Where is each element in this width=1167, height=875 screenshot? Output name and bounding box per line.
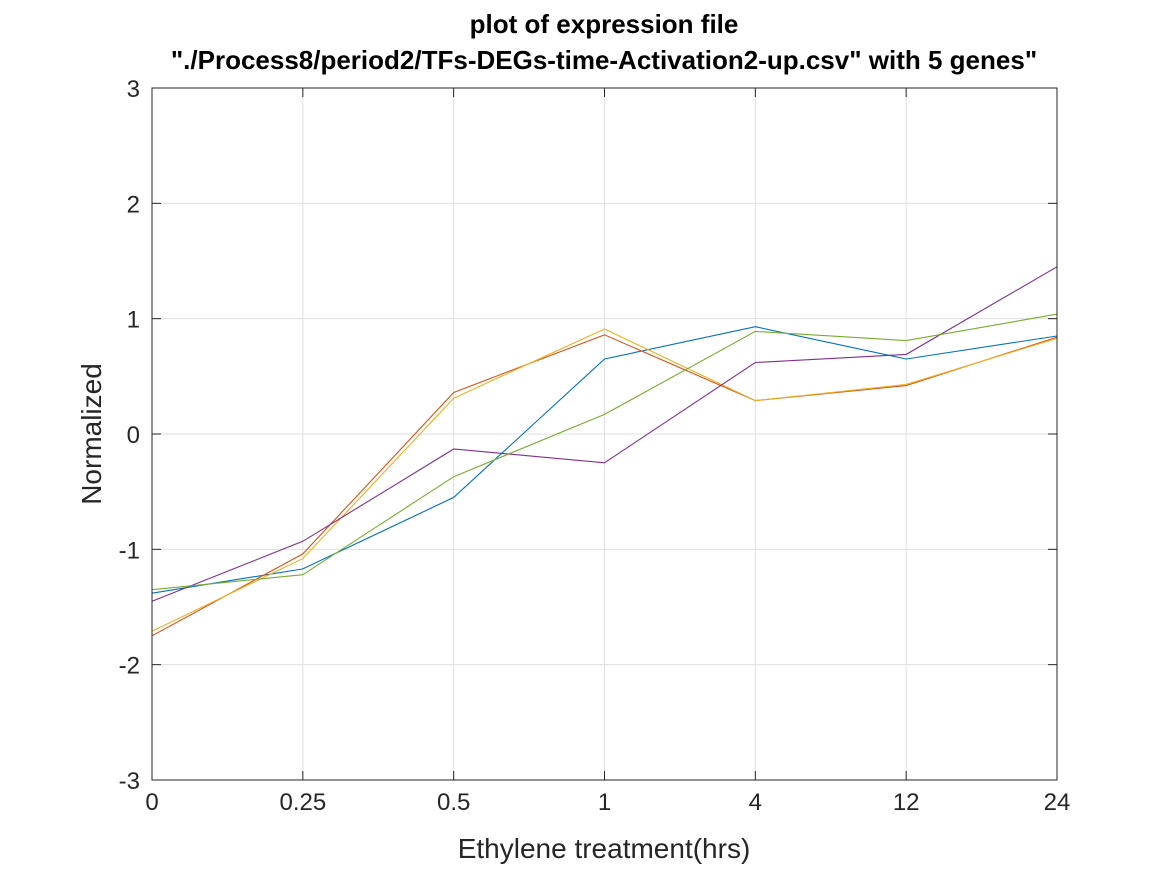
chart-title-line-1: plot of expression file bbox=[470, 9, 739, 39]
y-tick-label: 2 bbox=[127, 191, 140, 218]
x-tick-label: 12 bbox=[893, 789, 920, 816]
y-tick-label: 3 bbox=[127, 76, 140, 103]
y-tick-label: -2 bbox=[119, 653, 140, 680]
x-tick-label: 0.5 bbox=[437, 789, 470, 816]
series-line-4 bbox=[151, 266, 1058, 602]
chart-title-line-2: "./Process8/period2/TFs-DEGs-time-Activa… bbox=[171, 45, 1037, 75]
x-tick-label: 1 bbox=[598, 789, 611, 816]
series-line-1 bbox=[151, 326, 1058, 594]
series-line-5 bbox=[151, 313, 1058, 591]
x-tick-label: 4 bbox=[749, 789, 762, 816]
x-axis-label: Ethylene treatment(hrs) bbox=[458, 833, 751, 864]
grid bbox=[151, 87, 1058, 781]
y-axis-label: Normalized bbox=[76, 363, 107, 505]
series-line-3 bbox=[151, 328, 1058, 632]
x-tick-label: 0.25 bbox=[279, 789, 326, 816]
series-layer bbox=[151, 266, 1058, 637]
series-line-2 bbox=[151, 334, 1058, 637]
y-tick-label: 0 bbox=[127, 422, 140, 449]
y-tick-label: -3 bbox=[119, 768, 140, 795]
y-tick-label: 1 bbox=[127, 307, 140, 334]
x-tick-label: 0 bbox=[145, 789, 158, 816]
y-tick-label: -1 bbox=[119, 537, 140, 564]
x-tick-label: 24 bbox=[1044, 789, 1071, 816]
